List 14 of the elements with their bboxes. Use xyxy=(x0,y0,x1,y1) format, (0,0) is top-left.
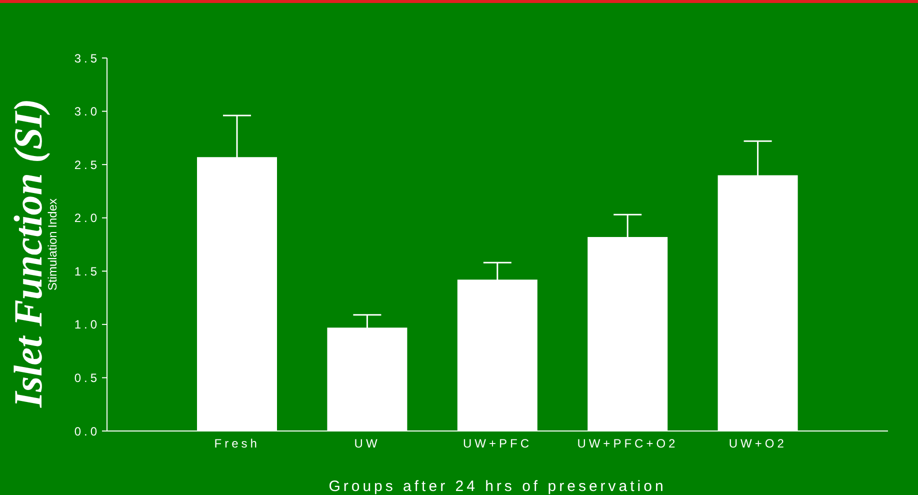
y-tick-label: 1.5 xyxy=(74,264,100,278)
y-tick-label: 1.0 xyxy=(74,318,100,332)
y-tick-label: 0.0 xyxy=(74,424,100,438)
y-tick-label: 3.0 xyxy=(74,104,100,119)
y-tick-label: 2.5 xyxy=(74,158,100,172)
x-tick-label: UW+PFC+O2 xyxy=(577,436,678,451)
y-tick-label: 2.0 xyxy=(74,211,100,226)
x-tick-label: Fresh xyxy=(214,436,260,451)
x-tick-label: UW+O2 xyxy=(728,436,787,451)
y-tick-label: 3.5 xyxy=(74,51,100,66)
x-tick-label: UW xyxy=(354,436,380,451)
x-tick-label: UW+PFC xyxy=(463,436,532,451)
x-axis-title: Groups after 24 hrs of preservation xyxy=(328,478,666,495)
y-tick-label: 0.5 xyxy=(74,370,100,385)
